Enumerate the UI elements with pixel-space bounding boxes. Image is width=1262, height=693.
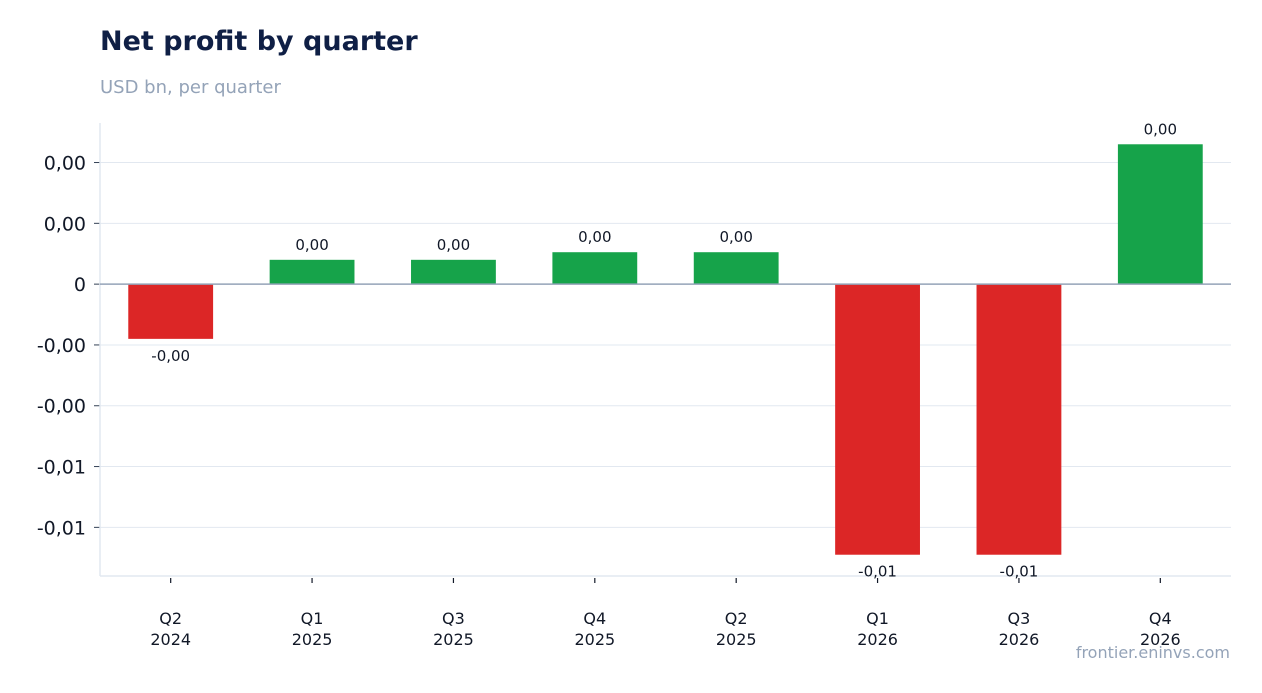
bars <box>128 144 1203 555</box>
x-tick-label-quarter: Q2 <box>725 609 748 628</box>
data-label: 0,00 <box>578 228 611 246</box>
bar <box>976 284 1062 555</box>
x-tick-label-year: 2025 <box>574 630 615 649</box>
y-tick-label: 0,00 <box>44 213 86 235</box>
chart-subtitle: USD bn, per quarter <box>100 77 281 98</box>
data-label: 0,00 <box>295 236 328 254</box>
data-label: -0,01 <box>1000 563 1039 581</box>
x-tick-label-year: 2026 <box>857 630 898 649</box>
data-label: -0,01 <box>858 563 897 581</box>
bar <box>269 259 355 285</box>
chart-title: Net profit by quarter <box>100 26 418 57</box>
y-tick-label: 0,00 <box>44 153 86 175</box>
source-note: frontier.eninvs.com <box>1075 643 1230 662</box>
y-tick-label: -0,00 <box>37 396 86 418</box>
axes <box>94 123 1231 583</box>
bar <box>835 284 920 555</box>
x-tick-label-quarter: Q1 <box>301 609 324 628</box>
x-tick-label-quarter: Q4 <box>583 609 606 628</box>
y-tick-label: 0 <box>74 274 86 296</box>
y-tick-label: -0,00 <box>37 335 86 357</box>
x-tick-label-year: 2026 <box>1140 630 1181 649</box>
y-tick-label: -0,01 <box>37 457 86 479</box>
data-label: 0,00 <box>1144 120 1177 138</box>
y-tick-labels: 0,00 0,00 0 -0,00 -0,00 -0,01 -0,01 <box>37 153 86 540</box>
x-tick-label-quarter: Q1 <box>866 609 889 628</box>
bar <box>1117 144 1203 285</box>
data-label: 0,00 <box>437 236 470 254</box>
x-tick-label-year: 2024 <box>150 630 191 649</box>
x-tick-label-year: 2025 <box>433 630 474 649</box>
x-tick-label-year: 2025 <box>292 630 333 649</box>
x-tick-label-quarter: Q4 <box>1149 609 1172 628</box>
y-tick-label: -0,01 <box>37 517 86 539</box>
data-labels: -0,00 0,00 0,00 0,00 0,00 -0,01 -0,01 0,00 <box>100 120 1231 581</box>
x-tick-label-year: 2026 <box>999 630 1040 649</box>
bar <box>693 252 779 285</box>
data-label: -0,00 <box>151 347 190 365</box>
bar <box>411 259 496 285</box>
x-tick-label-quarter: Q2 <box>159 609 182 628</box>
x-tick-labels: Q2 2024 Q1 2025 Q3 2025 Q4 2025 Q2 2025 Q1 2026 Q3 20… <box>150 609 1180 649</box>
x-tick-label-quarter: Q3 <box>1008 609 1031 628</box>
bar <box>128 284 214 339</box>
x-tick-label-year: 2025 <box>716 630 757 649</box>
x-tick-label-quarter: Q3 <box>442 609 465 628</box>
data-label: 0,00 <box>719 228 752 246</box>
bar <box>552 252 638 285</box>
